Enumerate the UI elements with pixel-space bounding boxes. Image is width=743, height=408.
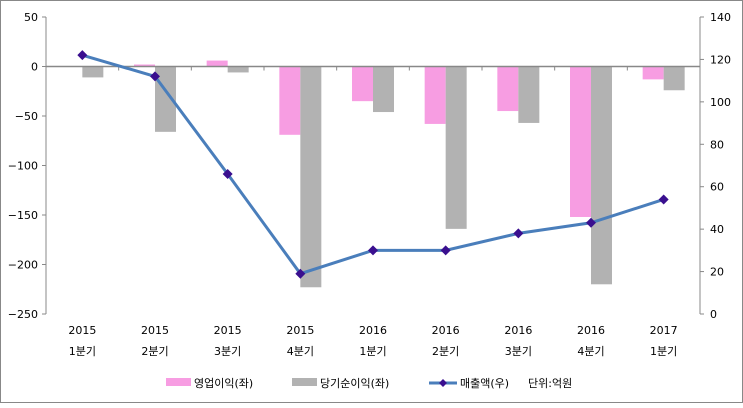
right-tick-label: 40 <box>710 223 724 236</box>
legend-label-operating-profit: 영업이익(좌) <box>194 377 253 390</box>
bar-net-income <box>664 67 685 91</box>
right-tick-label: 100 <box>710 96 731 109</box>
right-tick-label: 120 <box>710 53 731 66</box>
right-tick-label: 20 <box>710 266 724 279</box>
category-year-label: 2017 <box>650 324 678 337</box>
category-quarter-label: 1분기 <box>650 345 677 358</box>
revenue-marker <box>513 228 523 238</box>
category-quarter-label: 1분기 <box>359 345 386 358</box>
revenue-marker <box>659 194 669 204</box>
legend-label-revenue: 매출액(우) <box>460 377 509 390</box>
bar-operating-profit <box>352 67 373 102</box>
category-year-label: 2015 <box>214 324 242 337</box>
revenue-marker <box>77 50 87 60</box>
bar-net-income <box>373 67 394 113</box>
bar-net-income <box>446 67 467 229</box>
unit-note: 단위:억원 <box>528 377 572 390</box>
category-year-label: 2016 <box>504 324 532 337</box>
category-quarter-label: 3분기 <box>505 345 532 358</box>
category-year-label: 2016 <box>577 324 605 337</box>
right-tick-label: 0 <box>710 308 717 321</box>
bar-net-income <box>591 67 612 285</box>
bar-net-income <box>518 67 539 123</box>
category-quarter-label: 4분기 <box>287 345 314 358</box>
category-quarter-label: 1분기 <box>69 345 96 358</box>
left-tick-label: −250 <box>8 308 38 321</box>
right-tick-label: 80 <box>710 138 724 151</box>
category-quarter-label: 3분기 <box>214 345 241 358</box>
bar-operating-profit <box>497 67 518 112</box>
bar-net-income <box>82 67 103 78</box>
right-tick-label: 60 <box>710 181 724 194</box>
category-year-label: 2016 <box>432 324 460 337</box>
left-tick-label: −50 <box>15 110 38 123</box>
category-year-label: 2016 <box>359 324 387 337</box>
legend-marker-revenue <box>439 379 447 387</box>
bar-operating-profit <box>425 67 446 124</box>
left-tick-label: −100 <box>8 160 38 173</box>
category-quarter-label: 2분기 <box>141 345 168 358</box>
bar-net-income <box>300 67 321 288</box>
bar-operating-profit <box>570 67 591 217</box>
legend-swatch-operating-profit <box>166 378 191 386</box>
legend-swatch-net-income <box>292 378 317 386</box>
revenue-marker <box>441 245 451 255</box>
category-quarter-label: 2분기 <box>432 345 459 358</box>
legend-label-net-income: 당기순이익(좌) <box>320 377 389 390</box>
revenue-marker <box>368 245 378 255</box>
left-tick-label: −150 <box>8 209 38 222</box>
bar-operating-profit <box>279 67 300 135</box>
left-tick-label: 50 <box>24 11 38 24</box>
category-year-label: 2015 <box>141 324 169 337</box>
bar-net-income <box>228 67 249 73</box>
category-year-label: 2015 <box>68 324 96 337</box>
category-year-label: 2015 <box>286 324 314 337</box>
left-tick-label: −200 <box>8 259 38 272</box>
right-tick-label: 140 <box>710 11 731 24</box>
bar-operating-profit <box>207 61 228 67</box>
bar-operating-profit <box>643 67 664 80</box>
category-quarter-label: 4분기 <box>577 345 604 358</box>
left-tick-label: 0 <box>31 61 38 74</box>
